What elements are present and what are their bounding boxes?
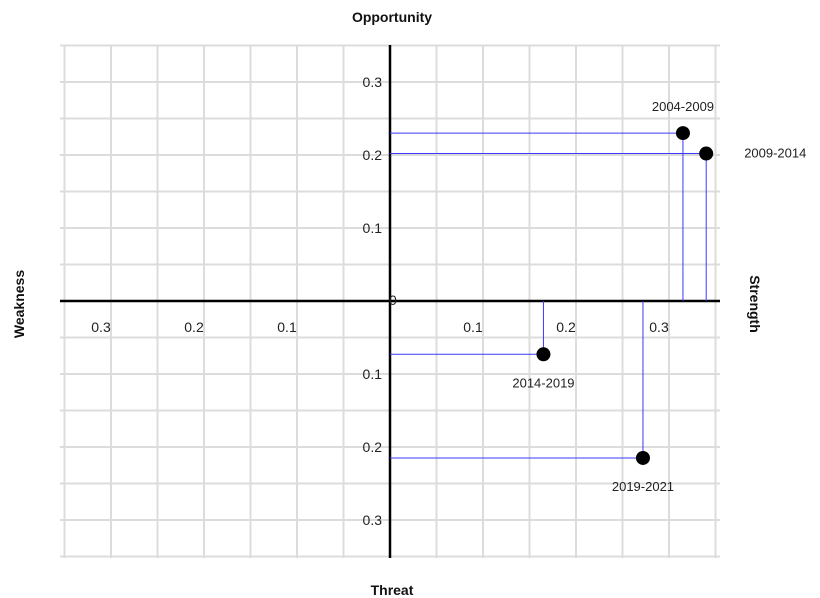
data-point	[536, 347, 551, 362]
data-point	[675, 126, 690, 141]
axis-title-right: Strength	[747, 275, 763, 333]
axes	[60, 45, 720, 558]
guide-lines	[390, 132, 707, 459]
data-point	[635, 450, 650, 465]
axis-title-left: Weakness	[11, 270, 27, 338]
y-tick-label: 0.2	[363, 147, 383, 163]
origin-label: 0	[389, 292, 397, 308]
data-point	[699, 146, 714, 161]
x-tick-label: 0.3	[91, 319, 111, 335]
x-tick-label: 0.1	[277, 319, 297, 335]
data-point-label: 2004-2009	[652, 99, 714, 114]
data-points: 2004-2009 2009-2014 2014-2019 2019-2021	[512, 99, 806, 494]
data-point-label: 2014-2019	[512, 375, 574, 390]
x-tick-label: 0.2	[556, 319, 576, 335]
y-tick-label: 0.1	[363, 366, 383, 382]
y-tick-label: 0.3	[363, 512, 383, 528]
y-tick-label: 0.2	[363, 439, 383, 455]
x-tick-label: 0.3	[649, 319, 669, 335]
x-tick-label: 0.1	[463, 319, 483, 335]
y-tick-label: 0.3	[363, 74, 383, 90]
axis-title-top: Opportunity	[352, 9, 432, 25]
axis-title-bottom: Threat	[371, 582, 414, 598]
data-point-label: 2019-2021	[612, 479, 674, 494]
data-point-label: 2009-2014	[744, 146, 806, 161]
tick-labels: 0.3 0.2 0.1 0.1 0.2 0.3 0.3 0.2 0.1 0.1 0.2 0.3	[91, 74, 669, 528]
x-tick-label: 0.2	[184, 319, 204, 335]
y-tick-label: 0.1	[363, 220, 383, 236]
